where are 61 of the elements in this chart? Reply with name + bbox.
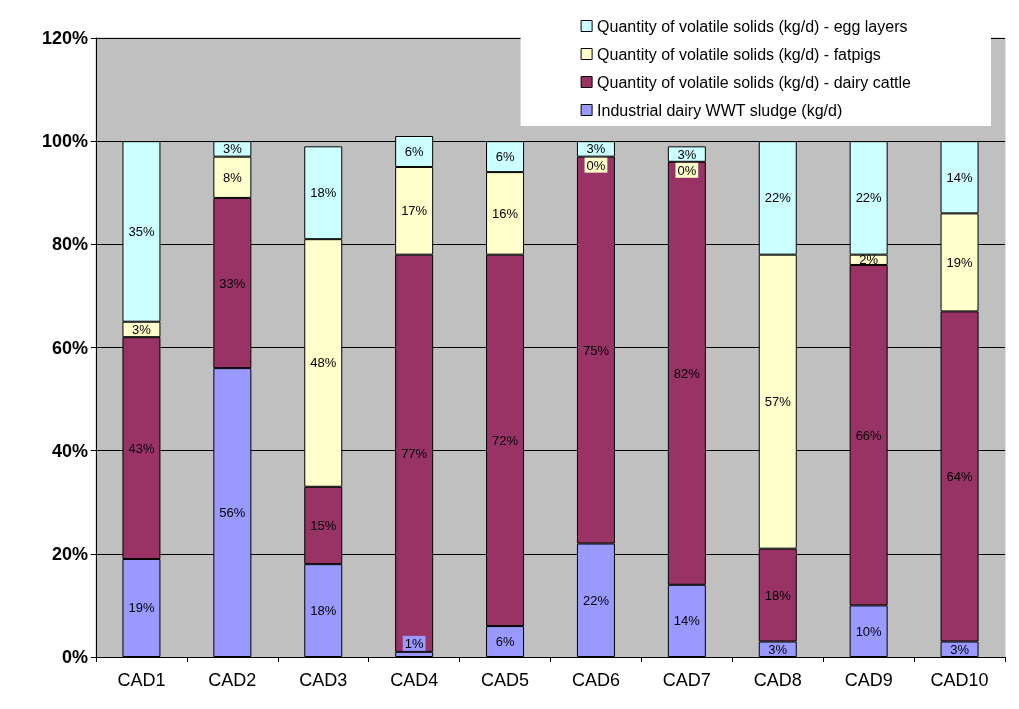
data-label: 22%	[582, 592, 610, 608]
data-label: 35%	[128, 223, 155, 239]
data-label: 57%	[764, 394, 792, 410]
x-tick-label: CAD8	[753, 670, 802, 690]
y-tick-label: 100%	[41, 131, 88, 152]
data-label: 22%	[855, 190, 883, 206]
data-label: 48%	[310, 355, 337, 371]
x-tick-label: CAD4	[390, 670, 439, 690]
x-tick-label: CAD7	[662, 670, 711, 690]
data-label: 14%	[946, 169, 973, 185]
data-label: 18%	[764, 587, 792, 603]
data-label: 0%	[677, 162, 697, 178]
legend-label: Quantity of volatile solids (kg/d) - fatpigs	[597, 45, 881, 63]
x-tick-label: CAD1	[117, 670, 166, 690]
y-tick-label: 40%	[51, 440, 88, 461]
data-label: 15%	[310, 517, 337, 533]
data-label: 6%	[404, 143, 424, 159]
legend-label: Quantity of volatile solids (kg/d) - dairy cattle	[597, 73, 912, 91]
y-tick-label: 0%	[61, 647, 88, 667]
legend-label: Quantity of volatile solids (kg/d) - egg layers	[597, 17, 908, 35]
data-label: 64%	[946, 468, 973, 484]
data-label: 18%	[310, 185, 337, 201]
data-label: 56%	[219, 505, 246, 521]
data-label: 72%	[492, 432, 519, 448]
x-tick-label: CAD3	[299, 670, 348, 690]
y-tick-label: 80%	[51, 234, 88, 255]
data-label: 18%	[310, 603, 337, 619]
y-tick-label: 20%	[51, 543, 88, 564]
data-label: 75%	[582, 342, 610, 358]
data-label: 22%	[764, 190, 792, 206]
data-label: 3%	[677, 146, 697, 162]
data-label: 3%	[132, 321, 152, 337]
data-label: 43%	[128, 440, 155, 456]
data-label: 3%	[768, 641, 788, 657]
x-tick-label: CAD5	[481, 670, 530, 690]
data-label: 0%	[586, 157, 606, 173]
data-label: 82%	[673, 365, 701, 381]
data-label: 33%	[219, 275, 246, 291]
data-label: 66%	[855, 427, 883, 443]
y-tick-label: 60%	[51, 337, 88, 358]
x-tick-label: CAD10	[930, 670, 989, 690]
data-label: 17%	[401, 203, 428, 219]
data-label: 6%	[495, 149, 515, 165]
data-label: 2%	[859, 252, 879, 268]
data-label: 77%	[401, 445, 428, 461]
data-label: 3%	[222, 141, 243, 157]
data-label: 14%	[673, 613, 701, 629]
x-tick-label: CAD2	[208, 670, 257, 690]
data-label: 19%	[946, 254, 973, 270]
data-label: 10%	[855, 623, 883, 639]
x-tick-label: CAD9	[844, 670, 893, 690]
data-label: 19%	[128, 600, 155, 616]
y-tick-label: 120%	[41, 28, 88, 48]
legend-label: Industrial dairy WWT sludge (kg/d)	[597, 101, 843, 119]
data-label: 8%	[222, 169, 243, 185]
data-label: 16%	[492, 205, 519, 221]
data-label: 3%	[950, 641, 970, 657]
data-label: 6%	[495, 634, 515, 650]
data-label: 1%	[404, 635, 424, 651]
x-tick-label: CAD6	[571, 670, 620, 690]
data-label: 3%	[586, 141, 606, 157]
